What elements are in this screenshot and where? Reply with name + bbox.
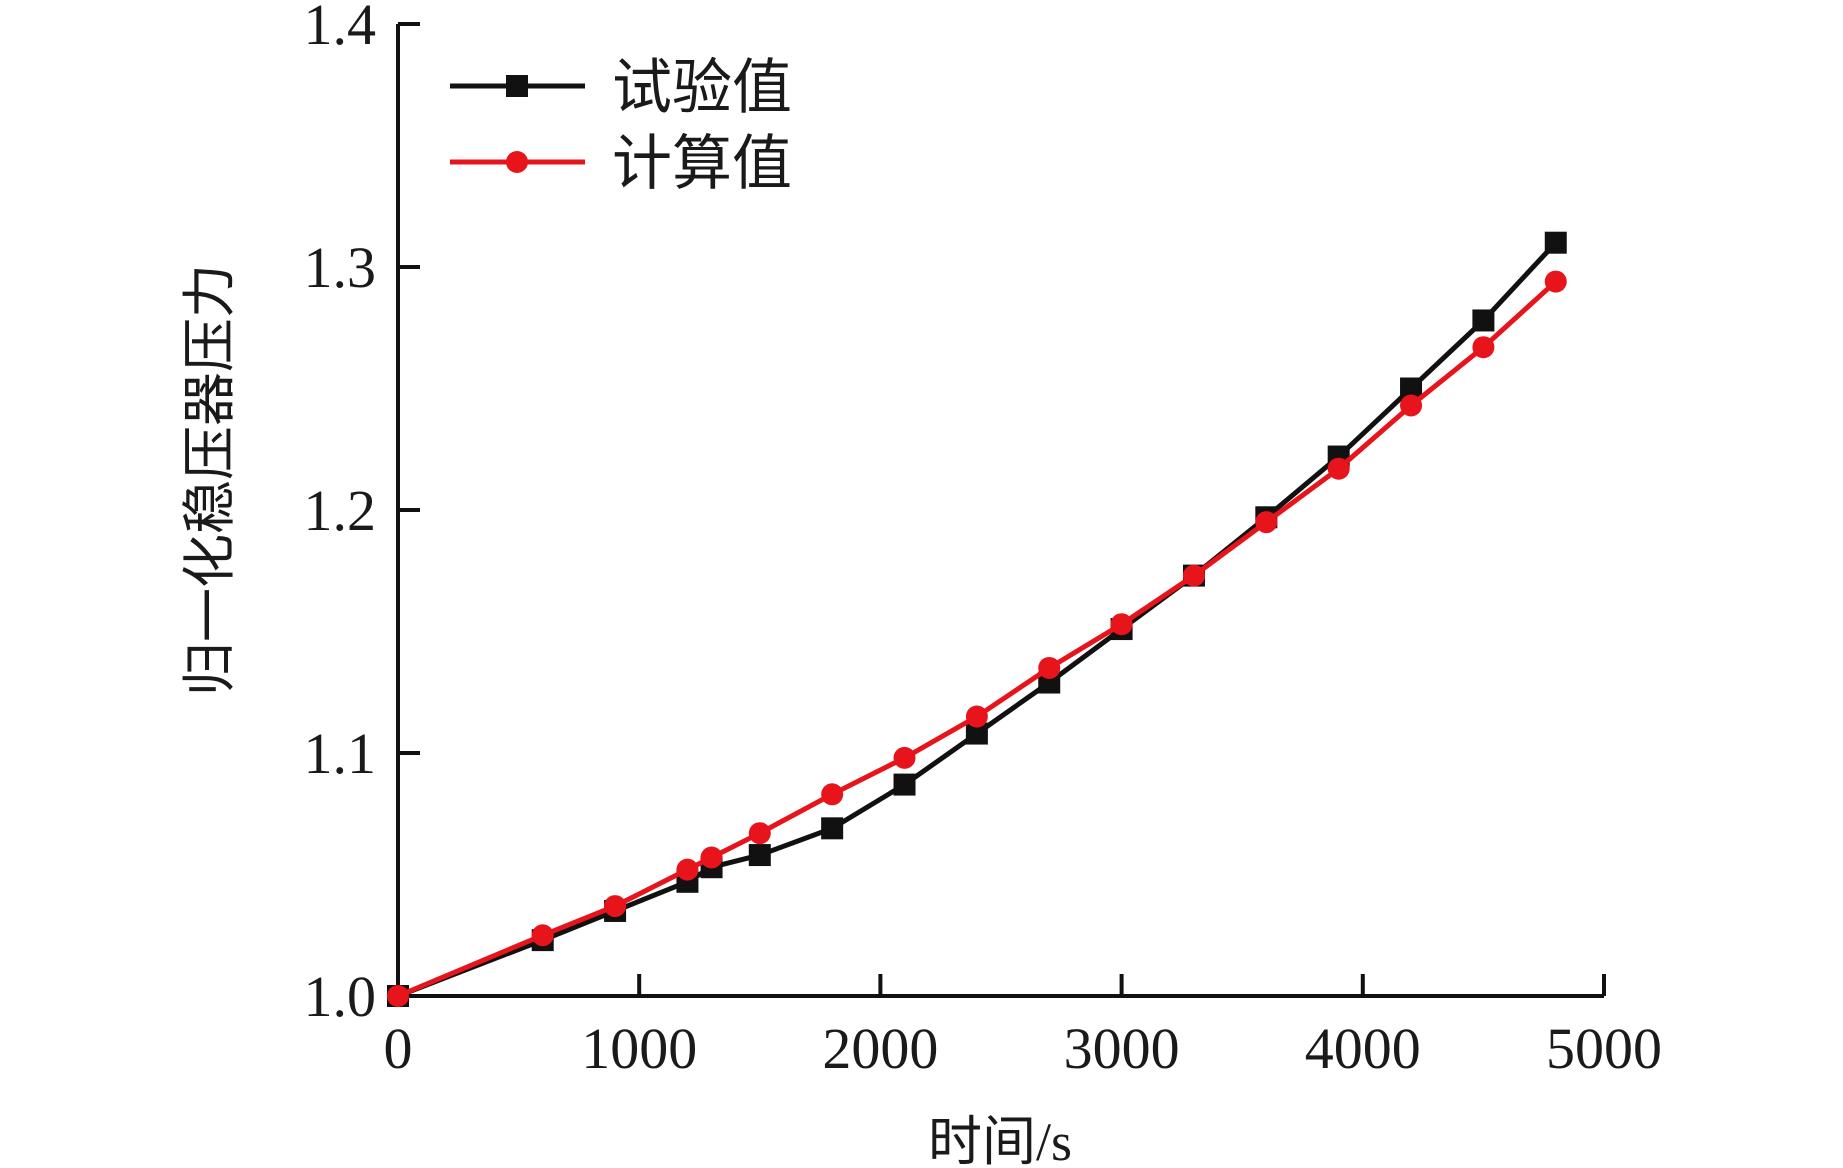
data-point-circle [387, 985, 409, 1007]
data-point-square [893, 773, 916, 796]
x-tick-label: 1000 [581, 1016, 697, 1081]
data-point-square [748, 844, 771, 867]
data-point-circle [1544, 270, 1567, 293]
y-tick-label: 1.2 [304, 478, 377, 543]
x-tick-label: 5000 [1546, 1016, 1662, 1081]
legend-marker-circle [506, 151, 528, 173]
y-tick-label: 1.3 [304, 235, 377, 300]
x-tick-label: 4000 [1305, 1016, 1421, 1081]
data-point-circle [893, 746, 916, 769]
y-tick-label: 1.0 [304, 964, 377, 1029]
data-point-square [965, 722, 988, 745]
data-point-circle [1110, 613, 1133, 636]
data-point-circle [965, 705, 988, 728]
data-point-circle [1255, 511, 1278, 534]
series-calculated [387, 270, 1567, 1007]
y-axis-label: 归一化稳压器压力 [180, 264, 240, 696]
data-point-square [821, 817, 844, 840]
legend-label: 计算值 [612, 131, 792, 197]
data-point-circle [1327, 457, 1350, 480]
data-point-circle [1400, 394, 1423, 417]
data-point-square [1544, 231, 1567, 254]
x-tick-label: 3000 [1064, 1016, 1180, 1081]
data-point-circle [604, 895, 627, 918]
legend-label: 试验值 [612, 55, 792, 121]
x-tick-label: 0 [384, 1016, 413, 1081]
x-tick-label: 2000 [822, 1016, 938, 1081]
data-point-square [1472, 309, 1495, 332]
series-line [397, 279, 1558, 999]
data-point-circle [1182, 564, 1205, 587]
series-experimental [387, 231, 1567, 1007]
data-point-circle [1472, 336, 1495, 359]
x-axis-label: 时间/s [928, 1112, 1072, 1168]
data-point-circle [531, 924, 554, 947]
data-point-circle [748, 822, 771, 845]
data-point-circle [676, 858, 699, 881]
data-point-circle [700, 846, 723, 869]
series-line [397, 240, 1558, 999]
series-group [387, 231, 1567, 1007]
legend-marker-square [506, 75, 528, 97]
axes: 0 1000 2000 3000 4000 5000 1.0 1.1 1.2 1.3 1.4 [304, 0, 1663, 1081]
data-point-circle [1038, 656, 1061, 679]
data-point-circle [821, 783, 844, 806]
y-tick-label: 1.4 [304, 0, 377, 57]
y-tick-label: 1.1 [304, 721, 377, 786]
data-point-square [1400, 377, 1423, 400]
